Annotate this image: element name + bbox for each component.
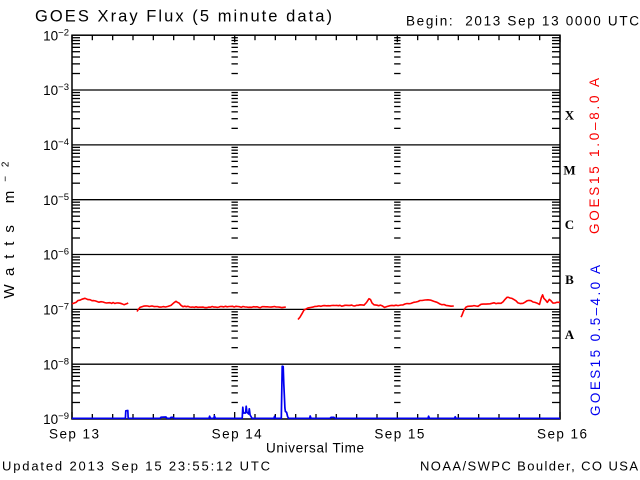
svg-text:C: C bbox=[565, 217, 574, 232]
svg-text:Sep 13: Sep 13 bbox=[49, 427, 99, 442]
svg-text:Sep 16: Sep 16 bbox=[537, 427, 587, 442]
svg-text:Sep 14: Sep 14 bbox=[212, 427, 262, 442]
svg-text:GOES15 0.5–4.0 A: GOES15 0.5–4.0 A bbox=[588, 265, 603, 416]
svg-text:Sep 15: Sep 15 bbox=[374, 427, 424, 442]
svg-text:GOES15 1.0–8.0 A: GOES15 1.0–8.0 A bbox=[587, 78, 602, 234]
svg-text:M: M bbox=[563, 162, 575, 177]
svg-text:Updated 2013 Sep 15 23:55:12 U: Updated 2013 Sep 15 23:55:12 UTC bbox=[2, 459, 270, 474]
svg-text:X: X bbox=[565, 107, 575, 122]
svg-text:NOAA/SWPC Boulder, CO USA: NOAA/SWPC Boulder, CO USA bbox=[420, 459, 638, 474]
svg-text:A: A bbox=[565, 327, 575, 342]
svg-text:Universal Time: Universal Time bbox=[266, 441, 364, 456]
svg-text:B: B bbox=[565, 272, 574, 287]
svg-text:GOES Xray Flux (5 minute data): GOES Xray Flux (5 minute data) bbox=[35, 8, 332, 26]
svg-text:Begin: 2013 Sep 13 0000 UTC: Begin: 2013 Sep 13 0000 UTC bbox=[406, 14, 639, 29]
